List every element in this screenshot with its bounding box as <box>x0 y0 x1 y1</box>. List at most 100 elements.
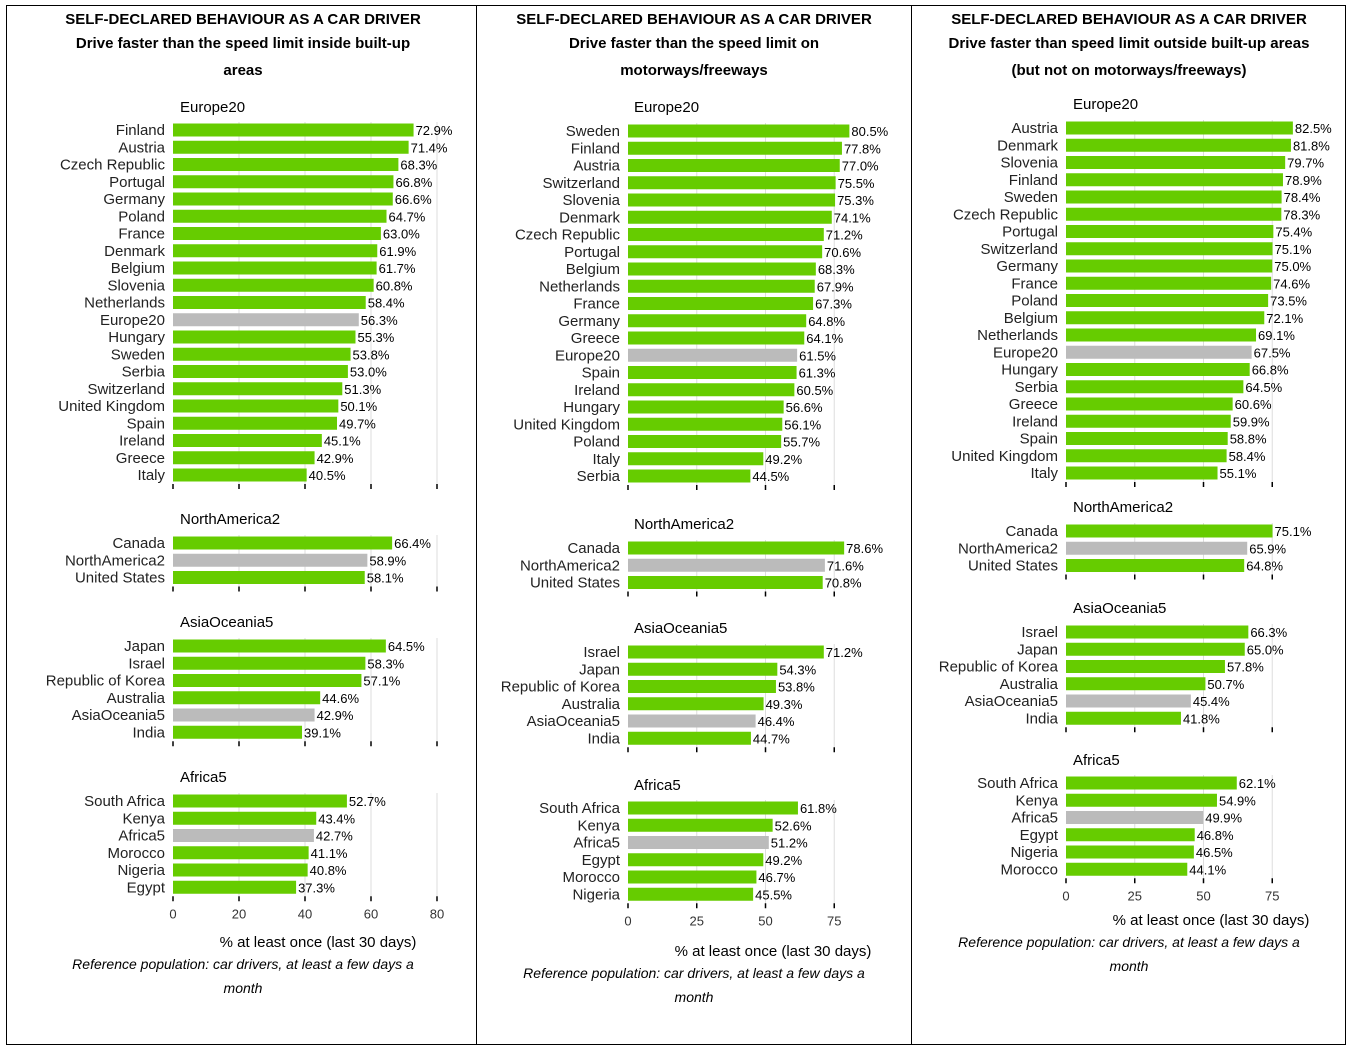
category-label: Canada <box>112 535 165 552</box>
category-label: Italy <box>1030 465 1058 482</box>
category-label: Belgium <box>111 260 165 277</box>
data-label: 74.6% <box>1273 276 1310 291</box>
category-label: Netherlands <box>539 278 620 295</box>
tick-label: 25 <box>1128 888 1142 903</box>
data-label: 75.1% <box>1275 524 1312 539</box>
category-label: Netherlands <box>84 295 165 312</box>
panel-2-footnote: Reference population: car drivers, at le… <box>477 961 911 1009</box>
bar <box>628 314 807 328</box>
category-label: NorthAmerica2 <box>520 557 620 574</box>
bar <box>628 279 815 293</box>
data-label: 44.5% <box>752 469 789 484</box>
bar <box>628 210 832 224</box>
data-label: 46.7% <box>758 870 795 885</box>
panel-2-header-line3: motorways/freeways <box>620 62 768 79</box>
data-label: 61.9% <box>379 244 416 259</box>
bar <box>173 434 322 447</box>
bar <box>1066 138 1291 152</box>
category-label: United Kingdom <box>58 398 165 415</box>
category-label: Germany <box>558 313 620 330</box>
data-label: 74.1% <box>834 210 871 225</box>
bar <box>628 331 805 345</box>
category-label: Canada <box>1005 523 1058 540</box>
category-label: India <box>587 730 620 747</box>
data-label: 43.4% <box>318 811 355 826</box>
bar <box>628 576 823 589</box>
data-label: 46.8% <box>1197 828 1234 843</box>
panel-1-footnote-line1: Reference population: car drivers, at le… <box>72 956 414 972</box>
panel-2-footnote-line2: month <box>674 989 714 1005</box>
bar <box>628 383 795 397</box>
data-label: 67.9% <box>817 279 854 294</box>
bar <box>1066 311 1265 325</box>
category-label: Morocco <box>1000 861 1058 878</box>
category-label: Serbia <box>577 468 621 485</box>
category-label: Hungary <box>108 329 165 346</box>
group-title: Europe20 <box>180 99 245 116</box>
x-axis-label: % at least once (last 30 days) <box>1113 912 1310 929</box>
bar <box>628 159 840 172</box>
group-title: Europe20 <box>634 99 699 116</box>
bar <box>173 123 414 137</box>
category-label: South Africa <box>539 800 621 817</box>
category-label: NorthAmerica2 <box>65 552 165 569</box>
category-label: Austria <box>573 158 620 175</box>
category-label: Denmark <box>104 243 165 260</box>
data-label: 45.4% <box>1193 694 1230 709</box>
category-label: Greece <box>571 330 620 347</box>
data-label: 41.1% <box>311 846 348 861</box>
bar <box>173 192 393 206</box>
category-label: Serbia <box>1015 379 1059 396</box>
category-label: Hungary <box>1001 362 1058 379</box>
data-label: 75.4% <box>1275 225 1312 240</box>
bar <box>628 141 842 155</box>
panel-2-header-line2: Drive faster than the speed limit on <box>568 35 820 52</box>
bar <box>628 697 764 711</box>
data-label: 60.8% <box>376 278 413 293</box>
bar <box>173 829 314 842</box>
bar <box>628 228 824 241</box>
category-label: Switzerland <box>980 241 1058 258</box>
bar <box>628 435 782 448</box>
panel-3-header-line2: Drive faster than speed limit outside bu… <box>948 35 1310 52</box>
bar <box>173 674 362 687</box>
data-label: 49.2% <box>765 452 802 467</box>
category-label: Germany <box>996 258 1058 275</box>
data-label: 54.3% <box>779 662 816 677</box>
bar <box>1066 625 1249 639</box>
category-label: Japan <box>1017 641 1058 658</box>
bar <box>173 209 387 223</box>
data-label: 52.6% <box>775 818 812 833</box>
bar <box>628 731 751 745</box>
group-title: AsiaOceania5 <box>180 614 273 631</box>
bar <box>628 348 798 362</box>
bar <box>628 541 845 555</box>
data-label: 64.5% <box>388 639 425 654</box>
category-label: South Africa <box>977 775 1059 792</box>
bar <box>173 244 378 258</box>
data-label: 72.9% <box>416 123 453 138</box>
bar <box>1066 559 1245 572</box>
group-title: NorthAmerica2 <box>180 511 280 528</box>
data-label: 71.4% <box>411 140 448 155</box>
category-label: Belgium <box>566 261 620 278</box>
bar <box>173 468 307 482</box>
category-label: Spain <box>582 365 620 382</box>
data-label: 51.3% <box>344 382 381 397</box>
bar <box>1066 242 1273 256</box>
data-label: 78.4% <box>1284 190 1321 205</box>
bar <box>628 558 825 572</box>
category-label: Morocco <box>107 845 165 862</box>
bar <box>1066 121 1293 135</box>
data-label: 57.1% <box>363 674 400 689</box>
bar <box>173 399 339 413</box>
category-label: Hungary <box>563 399 620 416</box>
category-label: United States <box>75 570 165 587</box>
bar <box>628 262 816 276</box>
bar <box>1066 694 1191 708</box>
category-label: Poland <box>118 208 165 225</box>
data-label: 55.3% <box>357 330 394 345</box>
bar <box>173 175 394 189</box>
category-label: France <box>118 226 165 243</box>
